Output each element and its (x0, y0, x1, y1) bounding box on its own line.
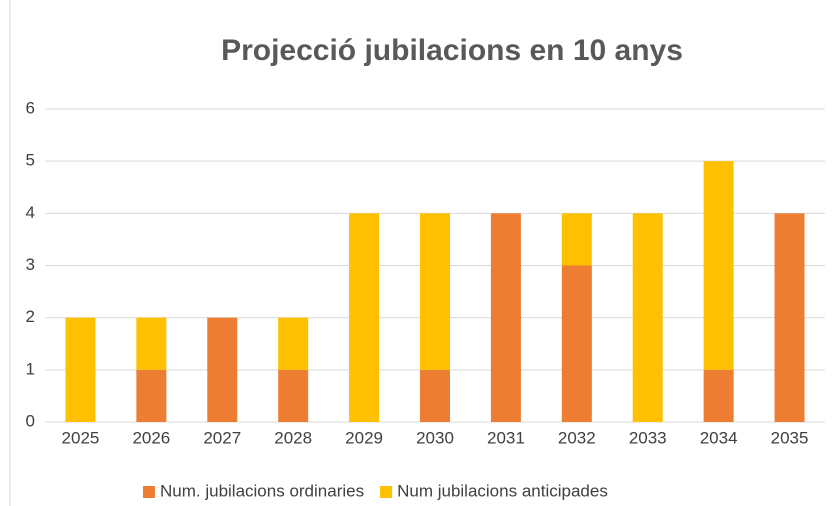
y-tick-label: 3 (26, 255, 35, 274)
bar-segment (703, 369, 734, 422)
legend-swatch (143, 486, 155, 498)
x-tick-label: 2030 (416, 428, 454, 447)
bar-segment (774, 213, 805, 422)
x-tick-label: 2032 (558, 428, 596, 447)
x-tick-label: 2035 (771, 428, 809, 447)
bar-segment (278, 317, 309, 370)
x-tick-label: 2029 (345, 428, 383, 447)
bar-segment (136, 369, 167, 422)
legend-label: Num. jubilacions ordinaries (160, 481, 364, 500)
y-tick-label: 2 (26, 307, 35, 326)
x-tick-label: 2031 (487, 428, 525, 447)
legend-swatch (380, 486, 393, 498)
legend-label: Num jubilacions anticipades (397, 481, 608, 500)
bar-segment (136, 317, 167, 370)
y-tick-label: 6 (26, 98, 35, 117)
bar-segment (65, 317, 96, 422)
x-tick-label: 2028 (274, 428, 312, 447)
bar-segment (420, 213, 450, 370)
y-tick-label: 1 (26, 359, 35, 378)
bar-segment (632, 213, 663, 422)
bar-segment (703, 161, 734, 370)
bar-segment (561, 213, 592, 266)
x-tick-label: 2026 (132, 428, 170, 447)
x-tick-label: 2033 (629, 428, 667, 447)
bar-segment (490, 213, 521, 422)
bar-segment (420, 369, 450, 422)
x-tick-label: 2027 (203, 428, 241, 447)
bar-segment (207, 317, 238, 422)
y-tick-label: 4 (26, 203, 35, 222)
x-tick-label: 2034 (700, 428, 738, 447)
y-tick-label: 0 (26, 411, 35, 430)
y-tick-label: 5 (26, 151, 35, 170)
bar-segment (278, 369, 309, 422)
bar-segment (561, 265, 592, 422)
x-tick-label: 2025 (62, 428, 100, 447)
bar-segment (349, 213, 380, 422)
chart-title: Projecció jubilacions en 10 anys (221, 34, 683, 67)
